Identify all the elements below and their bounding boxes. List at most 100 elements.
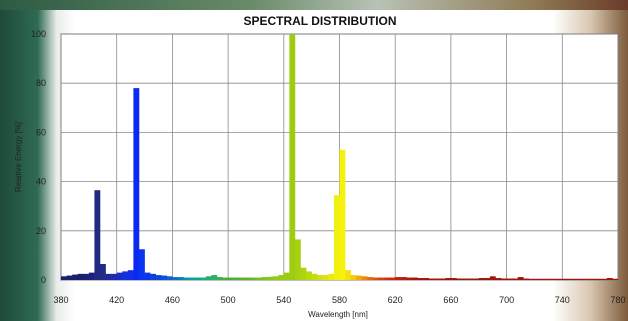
spectrum-bar — [473, 278, 480, 280]
bars — [61, 34, 619, 281]
x-tick-labels: 380 420 460 500 540 580 620 660 700 740 780 — [53, 295, 625, 305]
x-tick-label: 780 — [610, 295, 625, 305]
x-tick-label: 580 — [332, 295, 347, 305]
spectrum-bar — [495, 278, 502, 280]
spectrum-bar — [456, 278, 463, 280]
spectrum-bar — [116, 272, 123, 280]
spectrum-bar — [283, 272, 290, 280]
spectrum-bar — [306, 271, 312, 280]
spectrum-bar — [612, 278, 619, 280]
spectrum-bar — [389, 277, 396, 280]
spectrum-bar — [579, 278, 585, 280]
spectrum-bar — [339, 149, 346, 280]
spectrum-bar — [501, 278, 507, 280]
spectrum-bar — [183, 277, 190, 280]
spectrum-bar — [267, 276, 273, 280]
spectrum-bar — [177, 277, 184, 280]
x-tick-label: 660 — [443, 295, 458, 305]
spectrum-bar — [350, 275, 357, 280]
spectrum-bar — [328, 273, 335, 280]
spectrum-bar — [317, 275, 324, 280]
spectrum-bar — [423, 278, 429, 280]
spectrum-bar — [261, 277, 268, 280]
x-tick-label: 540 — [276, 295, 291, 305]
spectrum-bar — [540, 278, 546, 280]
x-tick-label: 500 — [221, 295, 236, 305]
spectrum-bar — [244, 277, 251, 280]
spectrum-bar — [567, 278, 574, 280]
spectrum-bar — [411, 277, 418, 280]
spectrum-bar — [467, 278, 474, 280]
x-tick-label: 380 — [53, 295, 68, 305]
spectrum-bar — [584, 278, 591, 280]
spectrum-bar — [233, 277, 240, 280]
spectrum-bar — [439, 278, 446, 280]
x-tick-label: 740 — [555, 295, 570, 305]
y-tick-label: 40 — [36, 177, 46, 187]
spectrum-bar — [590, 278, 597, 280]
spectrum-bar — [545, 278, 552, 280]
spectrum-bar — [528, 278, 535, 280]
spectrum-bar — [61, 276, 67, 280]
spectrum-bar — [562, 278, 569, 280]
spectrum-bar — [133, 88, 140, 281]
spectrum-bar — [384, 277, 390, 280]
spectrum-bar — [144, 272, 151, 280]
x-tick-label: 620 — [388, 295, 403, 305]
spectrum-bar — [228, 277, 234, 280]
spectrum-bar — [155, 275, 162, 280]
x-tick-label: 700 — [499, 295, 514, 305]
spectrum-bar — [77, 273, 84, 280]
spectrum-bar — [417, 278, 424, 280]
spectrum-bar — [94, 190, 101, 280]
spectrum-bar — [216, 277, 223, 280]
spectrum-bar — [300, 267, 307, 280]
spectrum-bar — [99, 264, 106, 280]
chart-title: SPECTRAL DISTRIBUTION — [243, 14, 396, 28]
spectrum-bar — [88, 272, 95, 280]
y-tick-label: 20 — [36, 226, 46, 236]
spectrum-bar — [189, 277, 195, 280]
spectrum-bar — [105, 273, 112, 280]
spectrum-bar — [489, 276, 496, 280]
spectrum-bar — [294, 239, 301, 280]
spectrum-bar — [400, 277, 407, 280]
spectrum-bar — [445, 278, 452, 280]
spectrum-bar — [556, 278, 563, 280]
y-tick-label: 80 — [36, 78, 46, 88]
spectrum-bar — [434, 278, 441, 280]
spectrum-bar — [255, 277, 262, 280]
spectrum-bar — [367, 277, 374, 280]
spectrum-bar — [127, 270, 134, 280]
y-tick-label: 60 — [36, 127, 46, 137]
spectrum-bar — [478, 278, 485, 280]
spectrum-bar — [462, 278, 468, 280]
y-tick-labels: 0 20 40 60 80 100 — [31, 29, 46, 285]
spectrum-bar — [66, 275, 73, 280]
spectrum-bar — [406, 277, 413, 280]
spectrum-bar — [395, 277, 402, 280]
spectrum-bar — [378, 277, 385, 280]
spectrum-bar — [194, 277, 201, 280]
spectrum-bar — [138, 249, 145, 280]
spectrum-bar — [595, 278, 602, 280]
spectrum-bar — [250, 277, 257, 280]
spectrum-bar — [484, 278, 491, 280]
spectrum-bar — [150, 273, 156, 280]
spectrum-bar — [272, 276, 279, 280]
y-axis-label: Relative Energy [%] — [14, 122, 23, 192]
spectrum-bar — [345, 270, 351, 280]
spectrum-bar — [573, 278, 580, 280]
spectrum-bar — [205, 276, 212, 280]
spectrum-bar — [361, 276, 368, 280]
spectrum-bar — [601, 278, 608, 280]
spectrum-bar — [83, 273, 90, 280]
spectrum-bar — [450, 278, 457, 280]
spectrum-bar — [506, 278, 513, 280]
spectrum-bar — [222, 277, 229, 280]
spectrum-bar — [111, 273, 117, 280]
spectrum-bar — [72, 274, 79, 280]
spectrum-bar — [523, 278, 530, 280]
